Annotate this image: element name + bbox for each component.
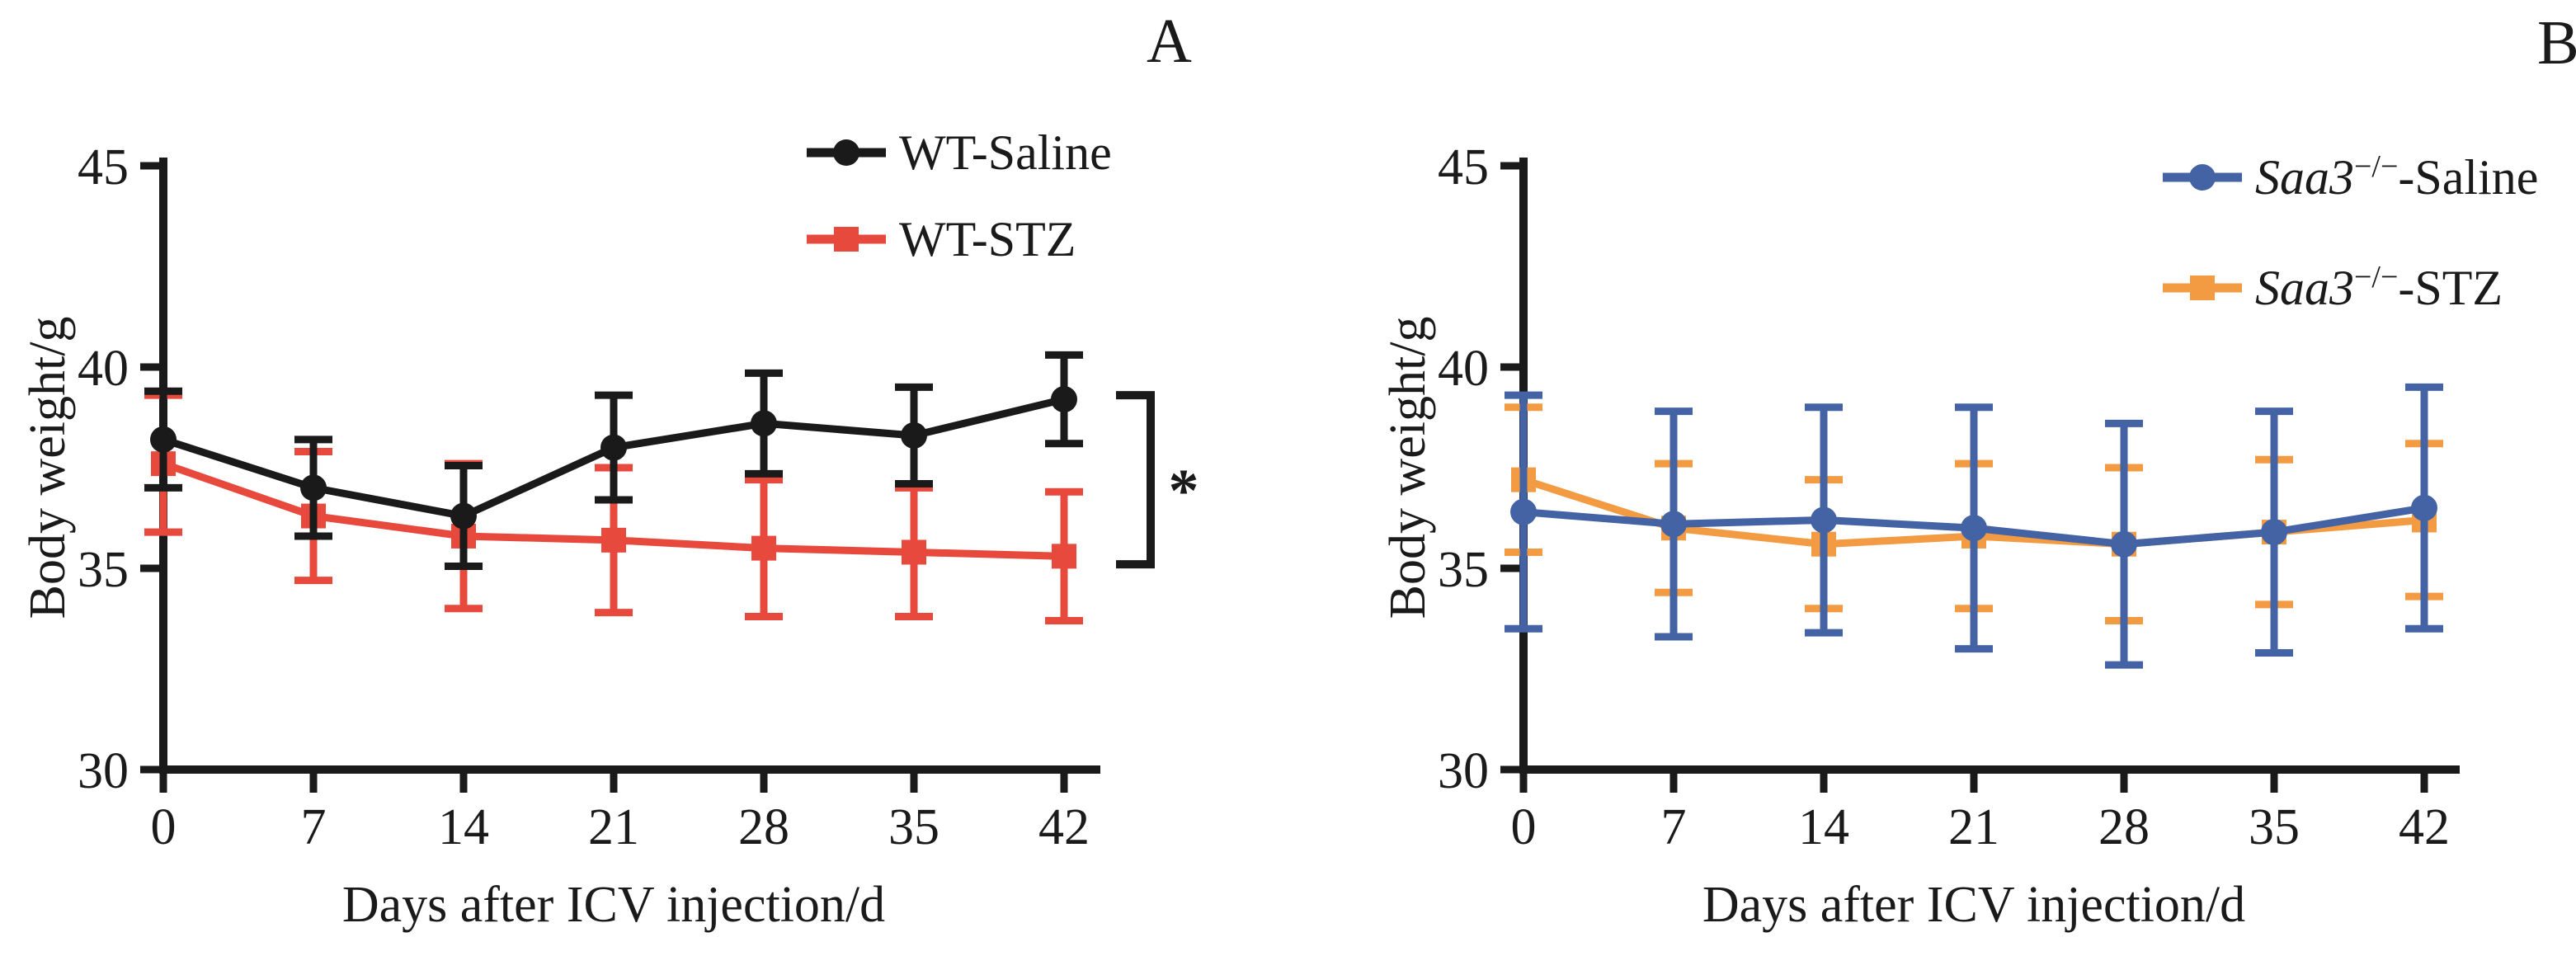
x-tick-label: 21 — [588, 799, 639, 855]
marker-circle — [300, 474, 327, 502]
marker-square — [751, 535, 776, 561]
x-tick-label: 35 — [2249, 799, 2300, 855]
legend-label-sup: −/− — [2354, 148, 2399, 184]
marker-square — [601, 527, 626, 553]
legend-label: WT-Saline — [899, 125, 1112, 181]
marker-square — [902, 539, 926, 565]
legend-label-text: WT-STZ — [899, 211, 1076, 266]
x-tick-label: 21 — [1948, 799, 1999, 855]
panel-letter-b: B — [2537, 8, 2576, 78]
x-tick-label: 42 — [2399, 799, 2450, 855]
y-axis-label: Body weight/g — [1380, 317, 1436, 619]
x-tick-label: 0 — [151, 799, 177, 855]
y-tick-label: 40 — [1438, 341, 1489, 397]
marker-circle — [2111, 530, 2137, 558]
marker-circle — [1811, 506, 1837, 534]
x-axis-label: Days after ICV injection/d — [342, 877, 885, 933]
marker-circle — [1051, 386, 1077, 413]
marker-circle — [1961, 515, 1987, 542]
legend-label-text: -Saline — [2398, 149, 2539, 205]
marker-circle — [450, 502, 477, 530]
marker-circle — [2411, 494, 2437, 521]
marker-circle — [1660, 511, 1687, 538]
circle-marker-icon — [833, 139, 859, 166]
marker-circle — [2261, 519, 2287, 546]
marker-square — [1052, 544, 1076, 569]
legend-item-wt-saline: WT-Saline — [807, 124, 1112, 181]
y-tick-label: 45 — [78, 139, 129, 195]
wt-stz-marker-icon — [807, 227, 886, 252]
x-tick-label: 28 — [738, 799, 789, 855]
y-tick-label: 35 — [78, 542, 129, 598]
panel-letter-a: A — [1147, 7, 1192, 76]
square-marker-icon — [2190, 275, 2215, 300]
series-wt-saline — [144, 351, 1083, 571]
legend-label: Saa3−/−-Saline — [2255, 149, 2538, 206]
y-tick-label: 40 — [78, 341, 129, 397]
legend-item-wt-stz: WT-STZ — [807, 210, 1076, 268]
legend-label-italic: Saa3 — [2255, 149, 2354, 205]
marker-circle — [901, 421, 927, 449]
panel-a: 30 35 40 45 0 7 14 21 28 35 42 Days after ICV injec… — [20, 139, 1199, 933]
saa3-saline-marker-icon — [2163, 164, 2242, 191]
significance-bracket — [1116, 391, 1155, 569]
wt-saline-marker-icon — [807, 139, 886, 166]
x-tick-label: 28 — [2098, 799, 2150, 855]
x-tick-label: 14 — [1798, 799, 1849, 855]
x-tick-label: 35 — [888, 799, 940, 855]
y-tick-label: 30 — [78, 743, 129, 799]
legend-label-text: -STZ — [2398, 260, 2503, 315]
marker-circle — [751, 410, 777, 437]
x-tick-label: 7 — [301, 799, 327, 855]
x-axis-label: Days after ICV injection/d — [1702, 877, 2245, 933]
legend-label: Saa3−/−-STZ — [2255, 260, 2503, 317]
marker-circle — [600, 434, 627, 461]
legend-item-saa3-stz: Saa3−/−-STZ — [2163, 259, 2503, 317]
legend-label-sup: −/− — [2354, 259, 2399, 294]
marker-circle — [150, 426, 177, 453]
y-tick-label: 45 — [1438, 139, 1489, 195]
y-axis-label: Body weight/g — [20, 317, 76, 619]
x-tick-label: 7 — [1661, 799, 1687, 855]
legend-item-saa3-saline: Saa3−/−-Saline — [2163, 148, 2538, 206]
marker-circle — [1510, 498, 1537, 525]
series-saa3-saline — [1505, 383, 2443, 669]
saa3-stz-marker-icon — [2163, 275, 2242, 300]
legend-label-text: WT-Saline — [899, 125, 1112, 180]
y-tick-label: 35 — [1438, 542, 1489, 598]
y-tick-label: 30 — [1438, 743, 1489, 799]
panel-b: 30 35 40 45 0 7 14 21 28 35 42 Days after ICV injec… — [1380, 139, 2460, 933]
square-marker-icon — [834, 227, 859, 252]
significance-star: * — [1169, 458, 1199, 525]
circle-marker-icon — [2189, 164, 2216, 191]
x-tick-label: 14 — [438, 799, 489, 855]
x-tick-label: 42 — [1038, 799, 1090, 855]
x-tick-label: 0 — [1511, 799, 1537, 855]
legend-label: WT-STZ — [899, 211, 1076, 268]
legend-label-italic: Saa3 — [2255, 260, 2354, 315]
